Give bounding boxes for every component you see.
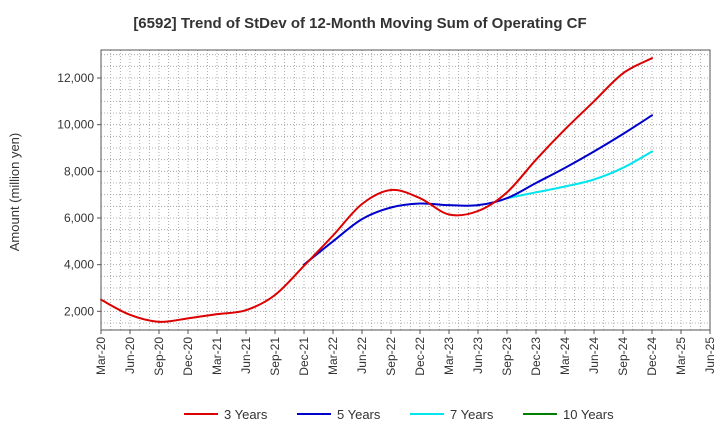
plot-frame [100,49,711,331]
x-ticks: Mar-20 Jun-20 Sep-20 Dec-20 Mar-21 Jun-21 Sep-… [94,330,717,376]
x-tick-label: Sep-20 [152,337,166,376]
x-tick-label: Jun-20 [123,337,137,374]
chart-title: [6592] Trend of StDev of 12-Month Moving… [133,15,586,32]
x-tick-label: Jun-22 [355,337,369,374]
x-tick-label: Dec-23 [529,337,543,376]
series-group [100,57,653,323]
x-tick-label: Jun-21 [239,337,253,374]
x-tick-label: Jun-23 [471,337,485,374]
series-line-5-years [303,114,653,266]
x-tick-label: Jun-24 [587,337,601,374]
y-tick-label: 8,000 [64,164,94,178]
series-line-7-years [506,150,653,200]
x-tick-label: Dec-21 [297,337,311,376]
y-tick-label: 6,000 [64,211,94,225]
x-tick-label: Mar-24 [558,337,572,375]
legend-label-3-years: 3 Years [224,407,268,422]
x-tick-label: Mar-20 [94,337,108,375]
x-tick-label: Mar-25 [674,337,688,375]
y-tick-label: 10,000 [57,118,94,132]
legend-label-10-years: 10 Years [563,407,614,422]
y-tick-label: 12,000 [57,71,94,85]
y-ticks: 2,000 4,000 6,000 8,000 10,000 12,000 [57,71,101,318]
x-tick-label: Mar-21 [210,337,224,375]
y-tick-label: 2,000 [64,304,94,318]
y-tick-label: 4,000 [64,258,94,272]
x-tick-label: Mar-22 [326,337,340,375]
x-tick-label: Sep-21 [268,337,282,376]
legend-label-5-years: 5 Years [337,407,381,422]
y-axis-label: Amount (million yen) [7,133,22,252]
x-tick-label: Dec-22 [413,337,427,376]
series-line-3-years [100,57,653,323]
x-tick-label: Jun-25 [703,337,717,374]
x-tick-label: Dec-24 [645,337,659,376]
x-tick-label: Dec-20 [181,337,195,376]
x-tick-label: Sep-23 [500,337,514,376]
x-tick-label: Sep-24 [616,337,630,376]
x-tick-label: Mar-23 [442,337,456,375]
grid [100,50,710,330]
legend: 3 Years 5 Years 7 Years 10 Years [184,407,614,422]
x-tick-label: Sep-22 [384,337,398,376]
legend-label-7-years: 7 Years [450,407,494,422]
plot-background [101,50,710,330]
